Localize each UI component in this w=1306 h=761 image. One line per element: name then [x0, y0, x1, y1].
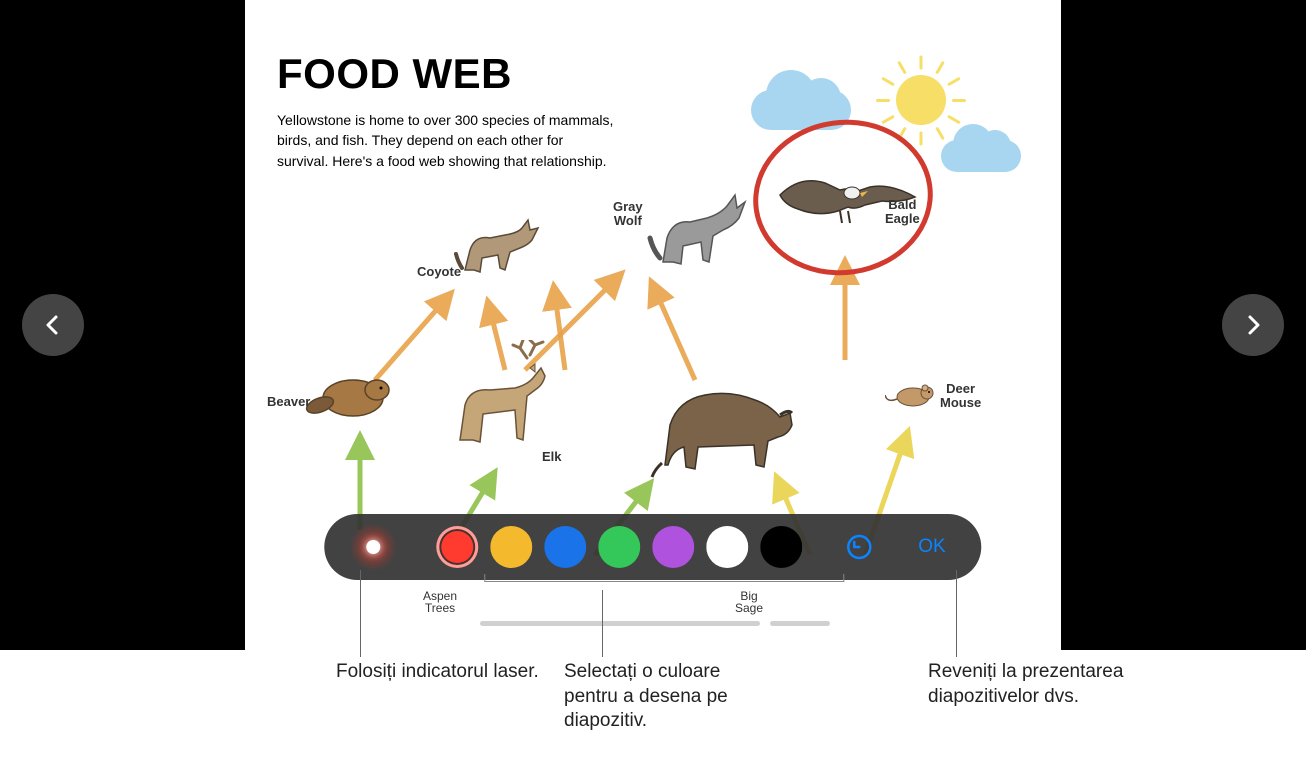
previous-slide-button[interactable] — [22, 294, 84, 356]
presentation-area: FOOD WEB Yellowstone is home to over 300… — [0, 0, 1306, 650]
animal-label-elk: Elk — [542, 450, 562, 464]
color-swatch-red[interactable] — [436, 526, 478, 568]
animal-deer-mouse — [885, 375, 940, 410]
animal-elk — [435, 340, 585, 480]
color-swatch-yellow[interactable] — [490, 526, 532, 568]
color-swatch-green[interactable] — [598, 526, 640, 568]
undo-button[interactable] — [838, 526, 880, 568]
animal-beaver — [305, 360, 395, 425]
animal-bison — [640, 365, 820, 495]
callout-colors: Selectați o culoare pentru a desena pe d… — [564, 660, 774, 734]
plant-label-sage: Big Sage — [735, 590, 763, 615]
ok-button[interactable]: OK — [910, 536, 953, 558]
color-swatch-blue[interactable] — [544, 526, 586, 568]
undo-icon — [844, 532, 874, 562]
chevron-right-icon — [1241, 313, 1265, 337]
slide-description: Yellowstone is home to over 300 species … — [277, 110, 617, 171]
animal-coyote — [450, 210, 550, 290]
scrollbar-indicator — [770, 621, 830, 626]
scrollbar-indicator — [480, 621, 760, 626]
callout-laser: Folosiți indicatorul laser. — [336, 660, 546, 685]
laser-pointer-button[interactable] — [352, 526, 394, 568]
animal-label-deer-mouse: Deer Mouse — [940, 382, 981, 411]
animal-gray-wolf — [645, 190, 755, 280]
callout-line — [360, 570, 361, 657]
plant-label-aspen: Aspen Trees — [423, 590, 457, 615]
callout-line — [602, 590, 603, 657]
color-swatch-purple[interactable] — [652, 526, 694, 568]
color-swatch-black[interactable] — [760, 526, 802, 568]
animal-label-coyote: Coyote — [417, 265, 461, 279]
drawing-toolbar: OK — [324, 514, 981, 580]
next-slide-button[interactable] — [1222, 294, 1284, 356]
callout-ok: Reveniți la prezentarea diapozitivelor d… — [928, 660, 1138, 709]
slide-title: FOOD WEB — [277, 50, 512, 98]
animal-label-beaver: Beaver — [267, 395, 310, 409]
cloud-graphic — [941, 140, 1021, 172]
color-swatch-white[interactable] — [706, 526, 748, 568]
callout-line — [956, 570, 957, 657]
animal-label-gray-wolf: Gray Wolf — [613, 200, 643, 229]
chevron-left-icon — [41, 313, 65, 337]
